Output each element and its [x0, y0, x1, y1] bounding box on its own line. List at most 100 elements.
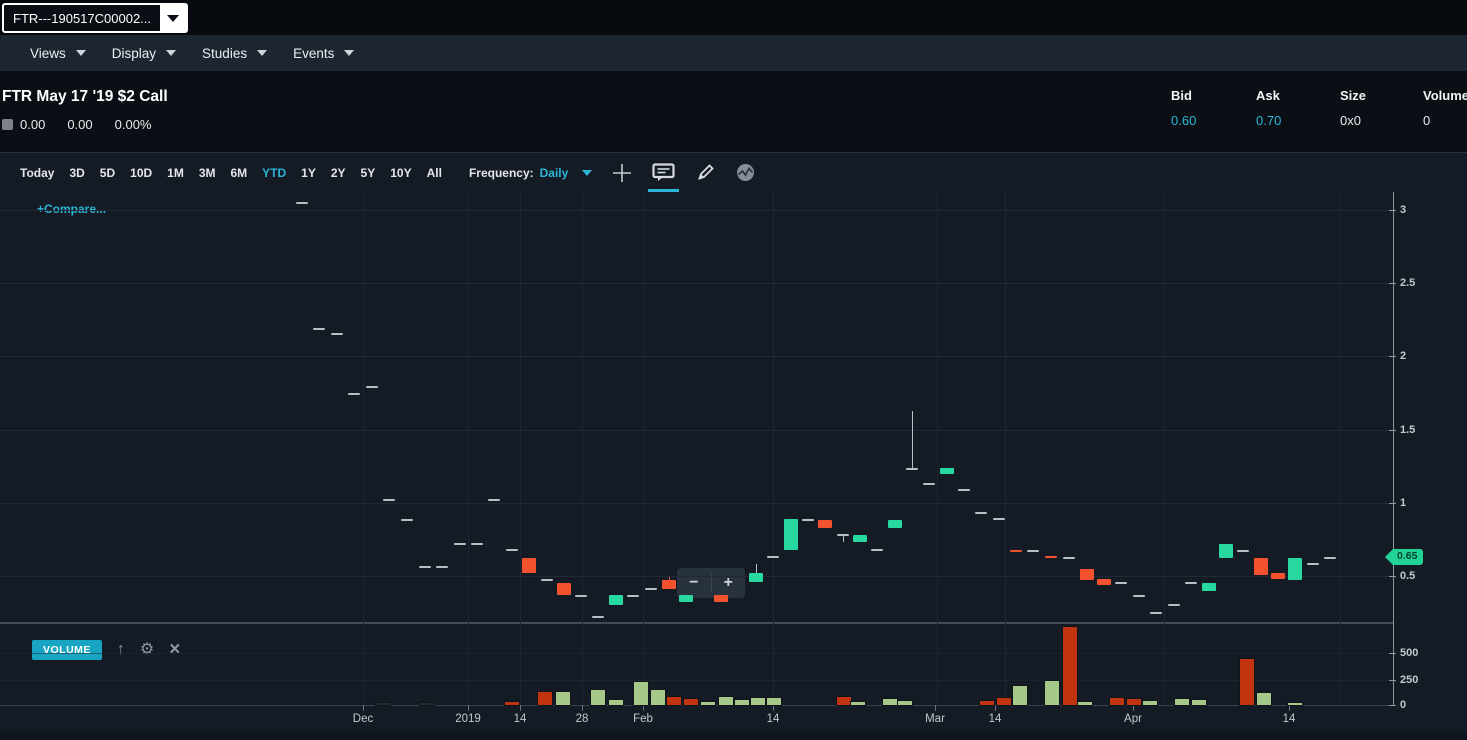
settings-gear-icon[interactable]: ⚙	[140, 642, 154, 658]
candle-down	[1097, 579, 1111, 585]
date-gridline	[520, 192, 521, 705]
volume-bar	[505, 702, 519, 705]
candle-doji	[1150, 612, 1162, 614]
candle-doji	[993, 518, 1005, 520]
candle-up	[609, 595, 623, 605]
volume-bar	[609, 700, 623, 705]
volume-bar	[651, 690, 665, 705]
volume-axis-label: 250	[1400, 674, 1418, 686]
candle-doji	[871, 549, 883, 551]
candle-doji	[541, 579, 553, 581]
x-axis-tick	[520, 705, 521, 711]
price-axis-label: 1.5	[1400, 424, 1415, 436]
date-gridline	[1005, 192, 1006, 705]
candle-up	[1219, 544, 1233, 559]
volume-bar	[1192, 700, 1206, 705]
volume-axis-label: 500	[1400, 647, 1418, 659]
x-axis-tick	[935, 705, 936, 711]
candle-doji	[419, 566, 431, 568]
volume-bar	[376, 703, 390, 705]
volume-panel-header: VOLUME ↑ ⚙ ×	[32, 640, 180, 660]
x-axis-tick	[773, 705, 774, 711]
volume-bar	[980, 701, 994, 705]
candle-down	[522, 558, 536, 573]
price-gridline	[0, 503, 1393, 504]
candle-wick	[843, 535, 844, 542]
volume-bar	[634, 682, 648, 705]
last-price-tag: 0.65	[1385, 549, 1423, 565]
date-gridline	[773, 192, 774, 705]
candle-doji	[1063, 557, 1075, 559]
volume-panel-divider[interactable]	[0, 622, 1393, 624]
volume-bar	[851, 702, 865, 705]
candle-doji	[436, 566, 448, 568]
zoom-out-button[interactable]: −	[677, 568, 711, 598]
volume-bar	[898, 701, 912, 705]
volume-bar	[997, 698, 1011, 705]
candle-up	[888, 520, 902, 527]
x-axis-label: 14	[767, 713, 780, 725]
candle-doji	[366, 386, 378, 388]
date-gridline	[937, 192, 938, 705]
candle-up	[784, 519, 798, 550]
candle-doji	[837, 534, 849, 536]
close-icon[interactable]: ×	[169, 643, 180, 657]
price-axis-label: 1	[1400, 497, 1406, 509]
volume-bar	[719, 697, 733, 705]
volume-bar	[556, 692, 570, 705]
compare-link[interactable]: +Compare...	[37, 202, 106, 216]
candle-doji	[383, 499, 395, 501]
candle-wick	[912, 411, 913, 470]
candle-doji	[331, 333, 343, 335]
candle-up	[679, 595, 693, 602]
price-axis-label: 2	[1400, 350, 1406, 362]
volume-bar	[883, 699, 897, 705]
volume-bar	[591, 690, 605, 705]
candle-doji	[592, 616, 604, 618]
volume-axis-tick	[1389, 680, 1396, 681]
candle-doji	[1010, 550, 1022, 552]
candle-up	[853, 535, 867, 542]
x-axis-tick	[1133, 705, 1134, 711]
volume-bar	[1110, 698, 1124, 705]
volume-bar	[1257, 693, 1271, 705]
volume-gridline	[0, 653, 1393, 654]
price-axis-tick	[1389, 356, 1396, 357]
candle-up	[749, 573, 763, 582]
volume-bar	[538, 692, 552, 705]
volume-axis-tick	[1389, 653, 1396, 654]
candle-doji	[1324, 557, 1336, 559]
x-axis-label: Dec	[353, 713, 373, 725]
candle-doji	[906, 468, 918, 470]
candle-doji	[1115, 582, 1127, 584]
candle-up	[1288, 558, 1302, 580]
volume-bar	[1240, 659, 1254, 705]
candle-doji	[313, 328, 325, 330]
volume-bar	[1288, 703, 1302, 705]
candle-down	[662, 580, 676, 589]
expand-icon[interactable]: ↑	[117, 642, 125, 658]
volume-bar	[420, 703, 434, 705]
price-axis-tick	[1389, 576, 1396, 577]
candle-up	[940, 468, 954, 474]
candle-doji	[1133, 595, 1145, 597]
price-gridline	[0, 576, 1393, 577]
volume-bar	[1143, 701, 1157, 705]
candle-down	[1254, 558, 1268, 574]
volume-bar	[751, 698, 765, 705]
date-gridline	[582, 192, 583, 705]
volume-bar	[837, 697, 851, 705]
volume-study-badge[interactable]: VOLUME	[32, 640, 102, 660]
volume-bar	[1013, 686, 1027, 705]
price-tag-arrow-icon	[1385, 549, 1393, 565]
candle-doji	[1185, 582, 1197, 584]
price-gridline	[0, 356, 1393, 357]
zoom-in-button[interactable]: +	[712, 568, 746, 598]
date-gridline	[643, 192, 644, 705]
x-axis-tick	[582, 705, 583, 711]
x-axis-label: 14	[1283, 713, 1296, 725]
volume-axis-tick	[1389, 705, 1396, 706]
candle-down	[1271, 573, 1285, 579]
candle-doji	[767, 556, 779, 558]
volume-bar	[1063, 627, 1077, 705]
